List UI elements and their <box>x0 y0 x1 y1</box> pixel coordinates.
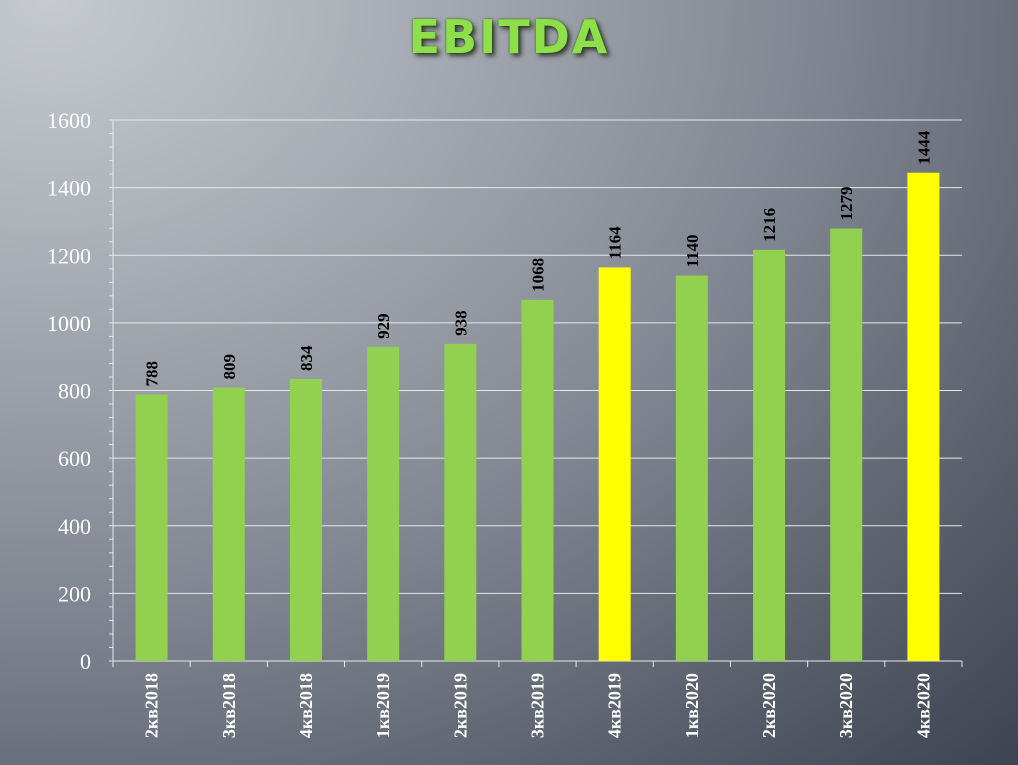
x-tick-label: 3кв2018 <box>219 673 239 738</box>
data-label: 788 <box>143 361 162 387</box>
y-tick-label: 1600 <box>47 108 91 133</box>
bar <box>212 387 245 661</box>
bar <box>675 275 708 661</box>
data-label: 834 <box>297 345 316 371</box>
bar <box>521 299 554 661</box>
data-label: 929 <box>374 313 393 339</box>
y-tick-label: 1400 <box>47 176 91 201</box>
x-tick-label: 2кв2019 <box>450 673 470 738</box>
bar <box>367 346 400 661</box>
y-tick-label: 200 <box>58 581 91 606</box>
y-axis-ticks: 0 200 400 600 800 1000 1200 1400 1600 <box>47 108 91 674</box>
bar <box>289 379 322 661</box>
x-tick-label: 4кв2020 <box>913 673 933 738</box>
bar <box>598 267 631 661</box>
bar <box>444 343 477 661</box>
data-label: 938 <box>451 310 470 336</box>
data-label: 1068 <box>529 258 548 292</box>
y-tick-label: 0 <box>80 649 91 674</box>
x-tick-label: 2кв2018 <box>142 673 162 738</box>
y-tick-label: 400 <box>58 514 91 539</box>
data-label: 1164 <box>606 226 625 260</box>
x-tick-label: 4кв2018 <box>296 673 316 738</box>
y-tick-label: 800 <box>58 379 91 404</box>
y-tick-label: 1200 <box>47 243 91 268</box>
data-label: 1216 <box>760 208 779 242</box>
y-tick-label: 600 <box>58 446 91 471</box>
bar <box>907 172 940 661</box>
data-labels: 788 809 834 929 938 1068 1164 1140 1216 1279 1444 <box>143 130 934 386</box>
x-tick-label: 4кв2019 <box>605 673 625 738</box>
x-tick-label: 3кв2019 <box>528 673 548 738</box>
data-label: 1444 <box>914 130 933 165</box>
y-tick-label: 1000 <box>47 311 91 336</box>
bars <box>135 172 940 661</box>
bar <box>753 249 786 661</box>
x-tick-label: 1кв2019 <box>373 673 393 738</box>
chart-title: EBITDA <box>408 10 610 64</box>
x-tick-label: 2кв2020 <box>759 673 779 738</box>
bar <box>830 228 863 661</box>
x-tick-label: 1кв2020 <box>682 673 702 738</box>
x-axis-ticks: 2кв2018 3кв2018 4кв2018 1кв2019 2кв2019 3кв20… <box>142 673 934 738</box>
data-label: 1279 <box>837 187 856 221</box>
data-label: 1140 <box>683 234 702 267</box>
x-tick-label: 3кв2020 <box>836 673 856 738</box>
bar <box>135 394 168 661</box>
data-label: 809 <box>220 354 239 380</box>
